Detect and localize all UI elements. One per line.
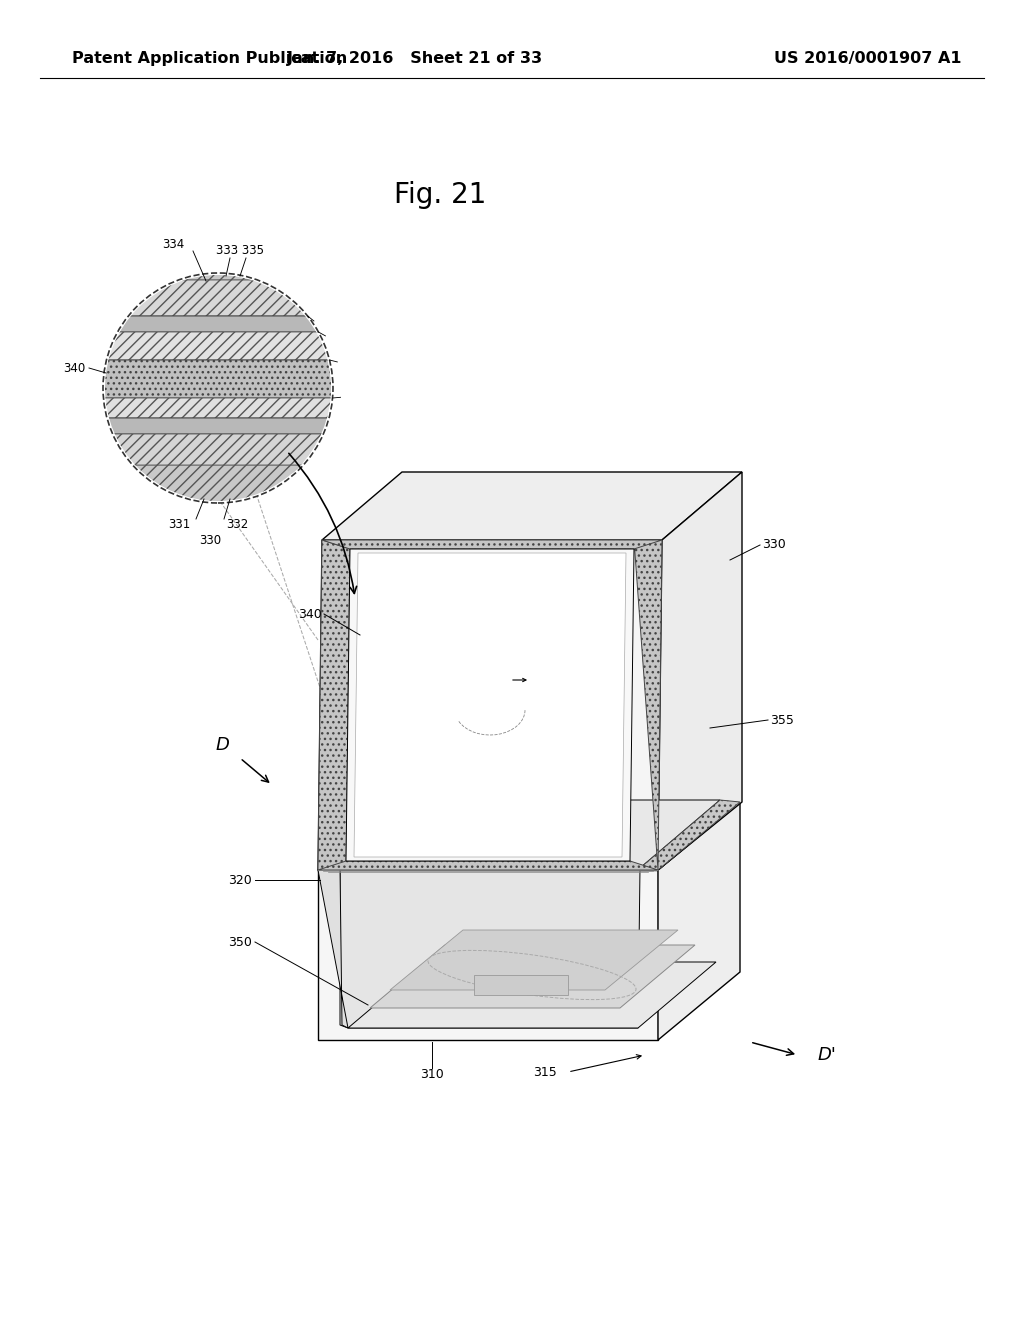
- Polygon shape: [318, 540, 662, 870]
- Circle shape: [103, 273, 333, 503]
- Text: 332: 332: [226, 519, 248, 532]
- Polygon shape: [346, 549, 634, 861]
- Polygon shape: [658, 803, 740, 1040]
- Text: D': D': [818, 1045, 837, 1064]
- Text: 331: 331: [168, 519, 190, 532]
- Polygon shape: [370, 945, 695, 1008]
- Polygon shape: [0, 315, 343, 333]
- Polygon shape: [322, 540, 662, 549]
- Polygon shape: [340, 869, 640, 1028]
- Polygon shape: [318, 869, 658, 870]
- Text: Fig. 21: Fig. 21: [394, 181, 486, 209]
- Text: 320: 320: [228, 874, 252, 887]
- Text: D: D: [215, 737, 229, 754]
- Text: 333 335: 333 335: [216, 244, 264, 257]
- Polygon shape: [0, 280, 330, 315]
- Polygon shape: [318, 861, 658, 870]
- Polygon shape: [0, 246, 299, 280]
- Text: 350: 350: [228, 936, 252, 949]
- Text: Jan. 7, 2016   Sheet 21 of 33: Jan. 7, 2016 Sheet 21 of 33: [287, 50, 543, 66]
- Text: 340: 340: [62, 362, 85, 375]
- Polygon shape: [634, 540, 662, 870]
- Polygon shape: [318, 869, 348, 1028]
- Polygon shape: [390, 931, 678, 990]
- Polygon shape: [318, 870, 658, 1040]
- Polygon shape: [322, 473, 742, 540]
- Polygon shape: [54, 399, 416, 418]
- Polygon shape: [348, 962, 716, 1028]
- Polygon shape: [318, 803, 740, 870]
- Text: 330: 330: [199, 535, 221, 548]
- Text: 334: 334: [162, 239, 184, 252]
- Polygon shape: [318, 540, 350, 870]
- Text: 315: 315: [534, 1065, 557, 1078]
- Polygon shape: [354, 553, 626, 857]
- Text: 330: 330: [762, 539, 785, 552]
- Text: Patent Application Publication: Patent Application Publication: [72, 50, 347, 66]
- Polygon shape: [22, 360, 399, 399]
- Text: US 2016/0001907 A1: US 2016/0001907 A1: [774, 50, 962, 66]
- Polygon shape: [111, 465, 495, 510]
- Polygon shape: [0, 333, 367, 360]
- Polygon shape: [71, 418, 430, 434]
- Text: 355: 355: [770, 714, 794, 726]
- Polygon shape: [340, 800, 720, 869]
- Polygon shape: [640, 800, 740, 870]
- Polygon shape: [340, 800, 720, 869]
- Text: 340: 340: [298, 607, 322, 620]
- Text: 310: 310: [420, 1068, 443, 1081]
- Polygon shape: [85, 434, 456, 465]
- Polygon shape: [658, 473, 742, 870]
- Polygon shape: [318, 800, 422, 870]
- Polygon shape: [474, 975, 568, 995]
